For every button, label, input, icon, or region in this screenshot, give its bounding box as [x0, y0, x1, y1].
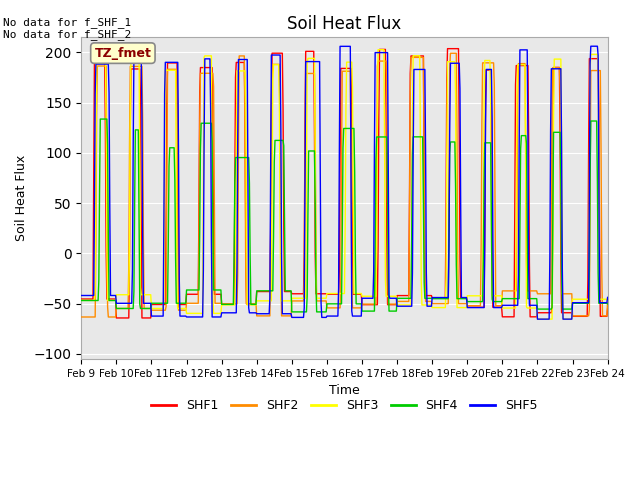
Line: SHF4: SHF4 — [81, 119, 640, 312]
SHF4 — [247, 301, 255, 307]
Text: TZ_fmet: TZ_fmet — [95, 47, 151, 60]
SHF5 — [451, 60, 459, 66]
SHF3 — [374, 47, 382, 53]
SHF1 — [296, 291, 304, 297]
SHF2 — [638, 298, 640, 304]
SHF3 — [274, 62, 282, 68]
SHF1 — [144, 315, 152, 321]
SHF5 — [295, 314, 303, 320]
SHF2 — [447, 50, 454, 56]
SHF2 — [274, 61, 282, 67]
SHF3 — [452, 92, 460, 97]
Y-axis label: Soil Heat Flux: Soil Heat Flux — [15, 155, 28, 241]
SHF4 — [638, 301, 640, 307]
SHF1 — [452, 46, 460, 51]
Legend: SHF1, SHF2, SHF3, SHF4, SHF5: SHF1, SHF2, SHF3, SHF4, SHF5 — [146, 394, 543, 417]
X-axis label: Time: Time — [329, 384, 360, 397]
SHF4 — [452, 262, 460, 268]
SHF1 — [420, 173, 428, 179]
SHF1 — [77, 296, 85, 302]
Line: SHF3: SHF3 — [81, 50, 640, 319]
SHF5 — [534, 316, 541, 322]
SHF4 — [275, 137, 282, 143]
SHF5 — [420, 67, 428, 72]
SHF5 — [274, 52, 282, 58]
Line: SHF2: SHF2 — [81, 53, 640, 317]
SHF5 — [638, 294, 640, 300]
SHF3 — [295, 295, 303, 301]
SHF2 — [420, 55, 428, 60]
SHF3 — [420, 302, 428, 308]
Line: SHF5: SHF5 — [81, 46, 640, 319]
SHF1 — [275, 50, 282, 56]
SHF1 — [113, 315, 120, 321]
SHF3 — [638, 299, 640, 304]
SHF4 — [421, 296, 429, 301]
SHF1 — [247, 301, 255, 307]
SHF3 — [143, 292, 151, 298]
SHF4 — [297, 309, 305, 315]
Title: Soil Heat Flux: Soil Heat Flux — [287, 15, 401, 33]
SHF1 — [638, 305, 640, 311]
SHF2 — [246, 301, 254, 307]
SHF2 — [295, 298, 303, 304]
SHF5 — [587, 43, 595, 49]
SHF3 — [246, 302, 254, 308]
SHF3 — [534, 316, 541, 322]
SHF2 — [77, 314, 85, 320]
SHF4 — [288, 309, 296, 315]
SHF2 — [143, 306, 151, 312]
SHF3 — [77, 298, 85, 303]
Line: SHF1: SHF1 — [81, 48, 640, 318]
SHF4 — [144, 306, 152, 312]
SHF5 — [246, 310, 254, 316]
SHF4 — [77, 298, 85, 303]
SHF5 — [143, 300, 151, 306]
SHF4 — [97, 116, 104, 122]
Text: No data for f_SHF_1
No data for f_SHF_2: No data for f_SHF_1 No data for f_SHF_2 — [3, 17, 131, 40]
SHF1 — [444, 46, 451, 51]
SHF5 — [77, 293, 85, 299]
SHF2 — [452, 50, 460, 56]
